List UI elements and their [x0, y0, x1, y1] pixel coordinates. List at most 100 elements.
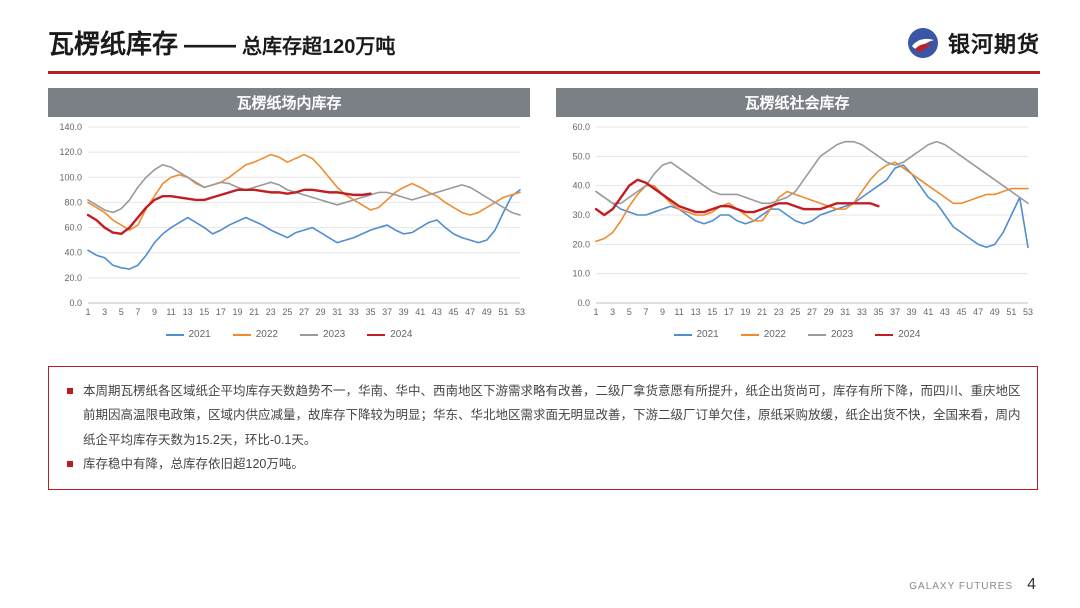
title-main: 瓦楞纸库存 [48, 24, 178, 61]
legend-left: 2021 2022 2023 2024 [48, 327, 530, 340]
page-title: 瓦楞纸库存 —— 总库存超120万吨 [48, 24, 395, 61]
svg-text:35: 35 [365, 307, 375, 317]
svg-text:7: 7 [643, 307, 648, 317]
svg-text:53: 53 [1023, 307, 1033, 317]
svg-text:53: 53 [515, 307, 525, 317]
svg-text:31: 31 [332, 307, 342, 317]
title-sub: 总库存超120万吨 [242, 30, 395, 59]
svg-text:31: 31 [840, 307, 850, 317]
legend-item: 2023 [808, 329, 853, 340]
svg-text:3: 3 [102, 307, 107, 317]
svg-text:1: 1 [593, 307, 598, 317]
panel-right-title: 瓦楞纸社会库存 [556, 88, 1038, 117]
logo-icon [906, 26, 940, 60]
svg-text:25: 25 [790, 307, 800, 317]
svg-text:10.0: 10.0 [572, 269, 590, 279]
svg-text:33: 33 [857, 307, 867, 317]
legend-item: 2022 [233, 329, 278, 340]
svg-text:9: 9 [660, 307, 665, 317]
svg-text:60.0: 60.0 [64, 223, 82, 233]
note-item: 本周期瓦楞纸各区域纸企平均库存天数趋势不一，华南、华中、西南地区下游需求略有改善… [67, 379, 1021, 452]
svg-text:11: 11 [166, 307, 175, 317]
svg-text:7: 7 [135, 307, 140, 317]
note-item: 库存稳中有降，总库存依旧超120万吨。 [67, 452, 1021, 476]
svg-text:37: 37 [890, 307, 900, 317]
svg-text:25: 25 [282, 307, 292, 317]
legend-item: 2022 [741, 329, 786, 340]
svg-text:21: 21 [757, 307, 767, 317]
svg-text:20.0: 20.0 [64, 273, 82, 283]
legend-item: 2024 [875, 329, 920, 340]
svg-text:40.0: 40.0 [64, 248, 82, 258]
notes-box: 本周期瓦楞纸各区域纸企平均库存天数趋势不一，华南、华中、西南地区下游需求略有改善… [48, 366, 1038, 490]
svg-text:51: 51 [1006, 307, 1016, 317]
legend-right: 2021 2022 2023 2024 [556, 327, 1038, 340]
svg-text:23: 23 [266, 307, 276, 317]
svg-text:15: 15 [199, 307, 209, 317]
svg-text:19: 19 [741, 307, 751, 317]
legend-item: 2023 [300, 329, 345, 340]
svg-text:3: 3 [610, 307, 615, 317]
chart-left: 0.020.040.060.080.0100.0120.0140.0135791… [48, 117, 528, 327]
panel-left: 瓦楞纸场内库存 0.0 20.0 40.0 60.0 80.0 100.0 120.0 140… [48, 88, 530, 340]
charts-row: 瓦楞纸场内库存 0.020.040.060.080.0100.0120.0140… [0, 74, 1080, 340]
svg-text:0.0: 0.0 [577, 298, 590, 308]
svg-text:40.0: 40.0 [572, 181, 590, 191]
brand-logo: 银河期货 [906, 26, 1040, 60]
svg-text:20.0: 20.0 [572, 239, 590, 249]
svg-text:35: 35 [873, 307, 883, 317]
svg-text:1: 1 [85, 307, 90, 317]
svg-text:47: 47 [973, 307, 983, 317]
legend-item: 2021 [674, 329, 719, 340]
panel-left-title: 瓦楞纸场内库存 [48, 88, 530, 117]
svg-text:0.0: 0.0 [69, 298, 82, 308]
svg-text:11: 11 [674, 307, 683, 317]
svg-text:120.0: 120.0 [59, 147, 82, 157]
svg-text:29: 29 [316, 307, 326, 317]
svg-text:80.0: 80.0 [64, 197, 82, 207]
logo-text: 银河期货 [948, 27, 1040, 59]
svg-text:21: 21 [249, 307, 259, 317]
svg-text:41: 41 [923, 307, 933, 317]
panel-right: 瓦楞纸社会库存 0.010.020.030.040.050.060.013579… [556, 88, 1038, 340]
svg-text:100.0: 100.0 [59, 172, 82, 182]
svg-text:45: 45 [449, 307, 459, 317]
svg-text:47: 47 [465, 307, 475, 317]
svg-text:13: 13 [691, 307, 701, 317]
svg-text:39: 39 [399, 307, 409, 317]
svg-text:37: 37 [382, 307, 392, 317]
legend-item: 2021 [166, 329, 211, 340]
svg-text:9: 9 [152, 307, 157, 317]
svg-text:43: 43 [432, 307, 442, 317]
svg-text:41: 41 [415, 307, 425, 317]
svg-text:60.0: 60.0 [572, 122, 590, 132]
svg-text:39: 39 [907, 307, 917, 317]
svg-text:43: 43 [940, 307, 950, 317]
page-number: 4 [1027, 576, 1036, 594]
svg-text:29: 29 [824, 307, 834, 317]
svg-text:5: 5 [627, 307, 632, 317]
svg-text:27: 27 [807, 307, 817, 317]
svg-text:49: 49 [482, 307, 492, 317]
svg-text:19: 19 [233, 307, 243, 317]
svg-text:49: 49 [990, 307, 1000, 317]
svg-text:45: 45 [957, 307, 967, 317]
svg-text:13: 13 [183, 307, 193, 317]
footer-brand: GALAXY FUTURES [909, 581, 1013, 592]
legend-item: 2024 [367, 329, 412, 340]
svg-text:140.0: 140.0 [59, 122, 82, 132]
svg-text:23: 23 [774, 307, 784, 317]
svg-text:51: 51 [498, 307, 508, 317]
svg-text:30.0: 30.0 [572, 210, 590, 220]
svg-text:17: 17 [724, 307, 734, 317]
svg-text:5: 5 [119, 307, 124, 317]
svg-text:17: 17 [216, 307, 226, 317]
header: 瓦楞纸库存 —— 总库存超120万吨 银河期货 [0, 0, 1080, 69]
title-sep: —— [184, 29, 236, 60]
notes-list: 本周期瓦楞纸各区域纸企平均库存天数趋势不一，华南、华中、西南地区下游需求略有改善… [67, 379, 1021, 477]
svg-text:50.0: 50.0 [572, 151, 590, 161]
svg-text:33: 33 [349, 307, 359, 317]
svg-text:15: 15 [707, 307, 717, 317]
chart-right: 0.010.020.030.040.050.060.01357911131517… [556, 117, 1036, 327]
svg-text:27: 27 [299, 307, 309, 317]
